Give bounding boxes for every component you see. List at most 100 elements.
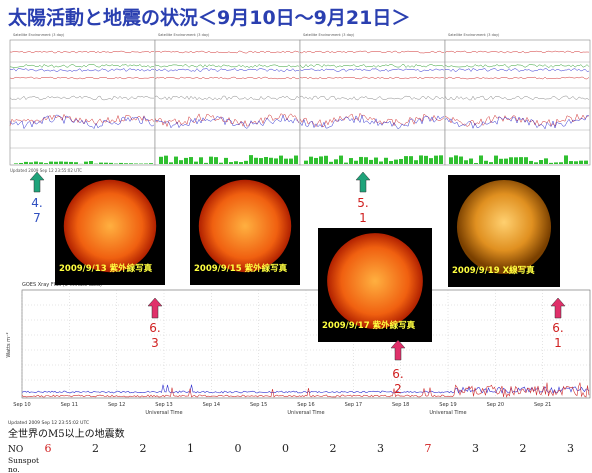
top-footer: Updated 2009 Sep 12 23:55:02 UTC [10, 168, 82, 173]
trace [154, 68, 300, 72]
trace [444, 95, 590, 101]
kp-bar [534, 162, 538, 164]
count: 2 [92, 442, 99, 455]
sun [327, 233, 423, 329]
count: 3 [377, 442, 384, 455]
trace [9, 76, 155, 80]
arrow [29, 171, 45, 193]
kp-bar [194, 161, 198, 164]
marker-text: 7 [33, 211, 41, 225]
kp-bar [264, 157, 268, 164]
date-label: Sep 18 [392, 402, 409, 408]
kp-bar [109, 162, 113, 164]
date-label: Sep 13 [155, 402, 172, 408]
trace [299, 76, 445, 80]
date-label: Sep 16 [297, 402, 314, 408]
kp-bar [324, 155, 328, 164]
kp-bar [439, 155, 443, 164]
kp-bar [474, 162, 478, 164]
kp-bar [369, 159, 373, 164]
trace [299, 114, 445, 130]
count: 6 [45, 442, 52, 455]
date-label: Sep 10 [13, 402, 30, 408]
photo-caption: 2009/9/13 紫外線写真 [59, 263, 153, 274]
kp-bar [359, 156, 363, 164]
kp-bar [384, 157, 388, 164]
kp-bar [574, 161, 578, 164]
kp-bar [124, 163, 128, 164]
kp-bar [469, 158, 473, 164]
sun [456, 179, 552, 275]
kp-bar [89, 161, 93, 164]
kp-bar [499, 158, 503, 164]
kp-bar [44, 163, 48, 164]
trace [299, 50, 445, 54]
count: 3 [567, 442, 574, 455]
kp-bar [579, 160, 583, 164]
kp-bar [14, 163, 18, 164]
kp-bar [394, 159, 398, 164]
table-heading: 全世界のM5以上の地震数 [8, 427, 125, 440]
kp-bar [484, 160, 488, 164]
count: 0 [282, 442, 289, 455]
title: 太陽活動と地震の状況＜9月10日～9月21日＞ [8, 6, 410, 29]
xray-plot: GOES Xray Flux (5 minute data)Watts m⁻²S… [6, 282, 591, 426]
trace [154, 64, 300, 68]
kp-bar [159, 156, 163, 164]
kp-bar [259, 158, 263, 164]
trace [9, 50, 155, 54]
kp-bar [74, 162, 78, 164]
kp-bar [179, 160, 183, 164]
kp-bar [224, 157, 228, 164]
kp-bar [514, 157, 518, 164]
photos: 2009/9/13 紫外線写真 2009/9/15 紫外線写真 2009/9/17 … [55, 175, 560, 342]
marker-text: 1 [554, 336, 562, 350]
kp-bar [239, 162, 243, 164]
kp-bar [414, 160, 418, 164]
kp-bar [249, 155, 253, 164]
kp-bar [389, 161, 393, 164]
kp-bar [174, 156, 178, 164]
marker-text: 4. [31, 196, 42, 210]
panel [9, 39, 156, 166]
kp-bar [214, 157, 218, 164]
kp-bar [19, 162, 23, 164]
kp-bar [374, 157, 378, 164]
kp-bar [339, 155, 343, 164]
kp-bar [119, 162, 123, 164]
date-label: Sep 21 [534, 402, 551, 408]
kp-bar [49, 161, 53, 164]
arrow [390, 339, 406, 361]
kp-bar [504, 158, 508, 164]
sun [198, 179, 292, 273]
sun [63, 179, 157, 273]
kp-bar [559, 162, 563, 164]
count: 7 [425, 442, 432, 455]
kp-bar [454, 155, 458, 164]
kp-bar [334, 159, 338, 164]
kp-bar [309, 156, 313, 164]
kp-bar [234, 161, 238, 164]
kp-bar [64, 161, 68, 164]
marker-text: 3 [151, 336, 159, 350]
xray-ylabel: Watts m⁻² [6, 332, 12, 357]
panel-header: Satellite Environment (3 day) [303, 33, 355, 37]
trace [444, 64, 590, 68]
top-plot: Satellite Environment (3 day) Satellite E… [9, 33, 591, 173]
kp-bar [54, 161, 58, 164]
kp-bar [294, 155, 298, 164]
xlabel: Universal Time [287, 410, 324, 416]
count: 1 [187, 442, 194, 455]
kp-bar [354, 160, 358, 164]
date-label: Sep 17 [345, 402, 362, 408]
kp-bar [164, 155, 168, 164]
kp-bar [434, 155, 438, 164]
kp-bar [564, 155, 568, 164]
kp-bar [349, 158, 353, 164]
kp-bar [24, 161, 28, 164]
kp-bar [184, 157, 188, 164]
sunspot-label: no. [8, 465, 20, 473]
marker-text: 6. [149, 321, 160, 335]
trace [299, 112, 445, 128]
